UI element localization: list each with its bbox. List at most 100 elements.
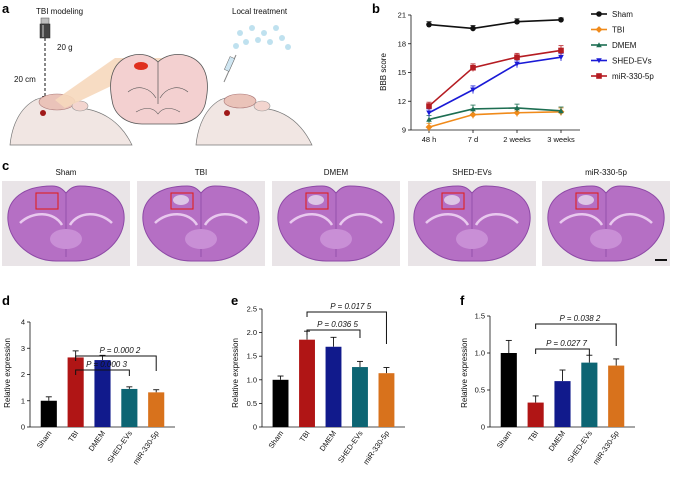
- chart-f-xtick-label: SHED-EVs: [565, 429, 594, 465]
- panel-letter-b: b: [372, 1, 380, 16]
- chart-e-ytick-label: 2.0: [247, 328, 257, 337]
- chart-b-point: [469, 111, 477, 119]
- chart-b-xtick-label: 48 h: [422, 135, 437, 144]
- chart-b-point: [514, 61, 520, 67]
- chart-f-xtick-label: TBI: [526, 429, 540, 444]
- chart-d-significance-bracket: [75, 369, 130, 376]
- chart-b-series-line: [428, 107, 562, 121]
- chart-e-significance-bracket: [306, 329, 361, 338]
- chart-f-p-value: P = 0.027 7: [546, 339, 587, 348]
- chart-b-point: [426, 21, 432, 28]
- white-matter-tract: [289, 213, 383, 226]
- chart-f-significance-bracket: [535, 348, 590, 355]
- chart-e-ytick-label: 0: [253, 423, 257, 432]
- roi-box: [575, 192, 599, 210]
- chart-b-point: [426, 116, 432, 122]
- roi-box: [305, 192, 329, 210]
- chart-e-p-value: P = 0.017 5: [330, 302, 371, 311]
- chart-f-bar: [608, 365, 625, 427]
- panel-letter-d: d: [2, 293, 10, 308]
- legend-label: SHED-EVs: [612, 57, 652, 66]
- chart-f-ytick-label: 0.5: [475, 386, 485, 395]
- histology-title: SHED-EVs: [452, 168, 492, 177]
- chart-e-ytick-label: 1.0: [247, 375, 257, 384]
- chart-e-ytick-label: 1.5: [247, 352, 257, 361]
- chart-d-significance-bracket: [75, 355, 157, 371]
- chart-b-point: [470, 106, 476, 112]
- chart-d: Relative expression 0 1 2 3 4 Sham TBI DMEMSHED…: [3, 318, 175, 466]
- thalamus-region: [50, 229, 82, 249]
- weight-label: 20 g: [57, 43, 73, 52]
- chart-b-point: [470, 64, 476, 71]
- chart-f-ytick-label: 1.5: [475, 312, 485, 321]
- chart-b-point: [470, 87, 476, 93]
- chart-d-ytick-label: 2: [21, 370, 25, 379]
- chart-e-ylabel: Relative expression: [231, 338, 240, 408]
- chart-d-p-value: P = 0.000 3: [86, 360, 127, 369]
- histology-title: DMEM: [324, 168, 349, 177]
- legend-label: Sham: [612, 10, 633, 19]
- chart-f-p-value: P = 0.038 2: [559, 314, 600, 323]
- panel-letter-f: f: [460, 293, 465, 308]
- legend-marker: [595, 26, 603, 33]
- chart-e-bar: [352, 367, 368, 427]
- chart-b-point: [426, 103, 432, 109]
- chart-e-bar: [272, 379, 289, 427]
- chart-e-xtick-label: Sham: [267, 429, 286, 450]
- chart-b-ylabel: BBB score: [379, 53, 388, 91]
- chart-e-xtick-label: SHED-EVs: [336, 429, 365, 465]
- thalamus-region: [185, 229, 217, 249]
- legend-label: DMEM: [612, 41, 637, 50]
- histology-title: TBI: [195, 168, 207, 177]
- white-matter-tract: [559, 213, 653, 226]
- chart-d-bar: [148, 392, 165, 427]
- chart-b-series-line: [428, 110, 562, 128]
- chart-f: Relative expression 0 0.5 1.0 1.5 Sham TBI DME…: [460, 312, 635, 466]
- tbi-modeling-label: TBI modeling: [36, 7, 83, 16]
- chart-b-xtick-label: 3 weeks: [547, 135, 575, 144]
- chart-b-point: [514, 18, 520, 25]
- histology-panel: SHED-EVs: [408, 168, 536, 266]
- chart-b-ytick-label: 21: [398, 11, 406, 20]
- legend-marker: [596, 73, 602, 79]
- chart-b-ytick-label: 12: [398, 97, 406, 106]
- chart-e: Relative expression 0 0.5 1.0 1.5 2.0 2.5 Sham…: [231, 302, 405, 466]
- chart-b: BBB score 9 12 15 18 21 48 h 7 d 2 weeks 3 week…: [379, 10, 654, 144]
- chart-d-bar: [40, 400, 57, 427]
- chart-b-xtick-label: 7 d: [468, 135, 478, 144]
- chart-e-xtick-label: DMEM: [318, 429, 339, 453]
- histology-title: miR-330-5p: [585, 168, 627, 177]
- chart-f-bar: [500, 353, 517, 427]
- legend-marker: [596, 11, 602, 17]
- chart-f-bar: [527, 402, 544, 427]
- legend-marker: [596, 58, 602, 64]
- chart-e-p-value: P = 0.036 5: [317, 320, 358, 329]
- histology-panel: miR-330-5p: [542, 168, 670, 266]
- chart-f-significance-bracket: [535, 323, 617, 346]
- histology-panel: Sham: [2, 168, 130, 266]
- height-label: 20 cm: [14, 75, 36, 84]
- rat-icon-right: [195, 93, 313, 146]
- histology-title: Sham: [56, 168, 77, 177]
- chart-f-bar: [581, 362, 598, 427]
- panel-c-histology: Sham TBI DMEM SHED-EVs miR-330-5p: [2, 168, 670, 266]
- chart-b-point: [514, 54, 520, 60]
- chart-f-ytick-label: 1.0: [475, 349, 485, 358]
- chart-d-xtick-label: Sham: [35, 429, 54, 450]
- white-matter-tract: [19, 213, 113, 226]
- legend-marker: [596, 42, 602, 48]
- chart-f-xtick-label: DMEM: [547, 429, 568, 453]
- chart-d-p-value: P = 0.000 2: [99, 346, 140, 355]
- chart-d-ytick-label: 1: [21, 396, 25, 405]
- chart-b-ytick-label: 15: [398, 68, 406, 77]
- white-matter-tract: [154, 213, 248, 226]
- lesion-area: [308, 195, 324, 205]
- chart-b-point: [426, 110, 432, 116]
- roi-box: [35, 192, 59, 210]
- lesion-area: [173, 195, 189, 205]
- chart-e-significance-bracket: [306, 311, 387, 344]
- chart-f-xtick-label: miR-330-5p: [591, 429, 621, 466]
- lesion-area: [578, 195, 594, 205]
- chart-e-bar: [325, 346, 342, 427]
